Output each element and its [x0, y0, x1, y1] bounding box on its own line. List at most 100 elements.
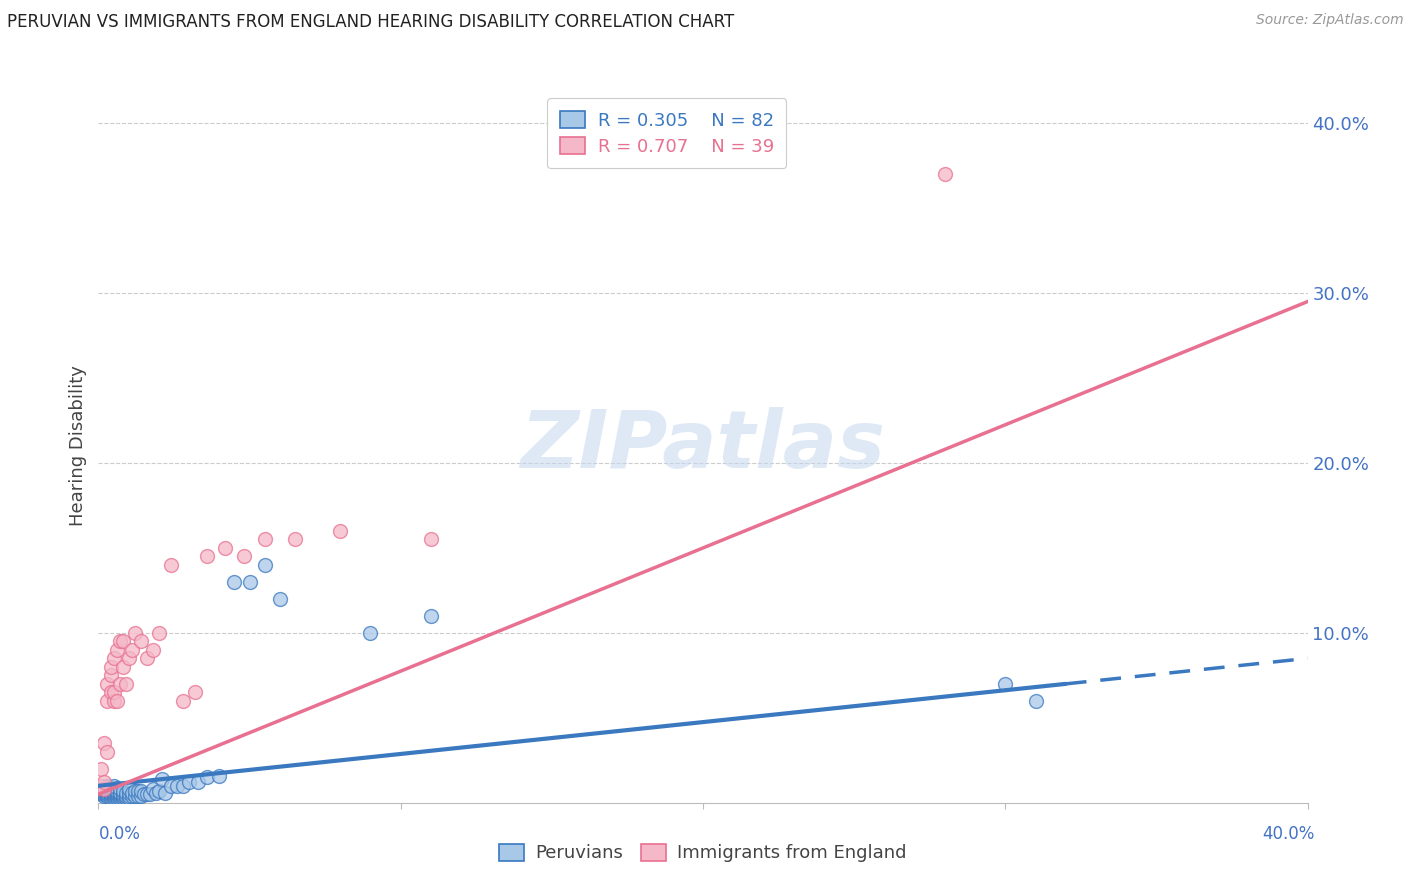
- Legend: Peruvians, Immigrants from England: Peruvians, Immigrants from England: [492, 837, 914, 870]
- Point: [100, 789, 122, 803]
- Point: [172, 694, 194, 708]
- Point: [114, 789, 136, 803]
- Point: [172, 779, 194, 793]
- Point: [100, 784, 122, 798]
- Point: [148, 626, 170, 640]
- Point: [105, 643, 128, 657]
- Point: [108, 789, 131, 803]
- Text: 0.0%: 0.0%: [98, 825, 141, 843]
- Point: [96, 787, 118, 801]
- Point: [160, 779, 183, 793]
- Point: [105, 790, 128, 805]
- Point: [90, 784, 112, 798]
- Point: [108, 787, 131, 801]
- Point: [121, 643, 143, 657]
- Point: [148, 784, 170, 798]
- Point: [232, 549, 254, 564]
- Point: [105, 780, 128, 795]
- Point: [105, 786, 128, 800]
- Point: [129, 784, 152, 798]
- Point: [114, 790, 136, 805]
- Point: [329, 524, 352, 538]
- Point: [103, 782, 125, 797]
- Point: [160, 558, 183, 572]
- Text: PERUVIAN VS IMMIGRANTS FROM ENGLAND HEARING DISABILITY CORRELATION CHART: PERUVIAN VS IMMIGRANTS FROM ENGLAND HEAR…: [7, 13, 734, 31]
- Point: [184, 685, 207, 699]
- Text: 40.0%: 40.0%: [1263, 825, 1315, 843]
- Point: [253, 558, 276, 572]
- Point: [90, 786, 112, 800]
- Legend: R = 0.305    N = 82, R = 0.707    N = 39: R = 0.305 N = 82, R = 0.707 N = 39: [547, 98, 786, 169]
- Point: [105, 694, 128, 708]
- Point: [284, 533, 307, 547]
- Point: [90, 762, 112, 776]
- Point: [118, 789, 141, 803]
- Point: [118, 651, 141, 665]
- Point: [93, 789, 115, 803]
- Point: [994, 677, 1017, 691]
- Point: [111, 787, 134, 801]
- Point: [93, 784, 115, 798]
- Point: [93, 780, 115, 795]
- Point: [142, 782, 165, 797]
- Point: [103, 651, 125, 665]
- Point: [121, 786, 143, 800]
- Point: [90, 787, 112, 801]
- Point: [153, 786, 176, 800]
- Point: [100, 660, 122, 674]
- Point: [135, 787, 157, 801]
- Point: [100, 668, 122, 682]
- Point: [269, 591, 291, 606]
- Point: [93, 736, 115, 750]
- Point: [96, 782, 118, 797]
- Point: [187, 775, 209, 789]
- Point: [111, 784, 134, 798]
- Point: [93, 786, 115, 800]
- Point: [108, 782, 131, 797]
- Point: [127, 789, 149, 803]
- Point: [100, 685, 122, 699]
- Point: [96, 784, 118, 798]
- Point: [103, 790, 125, 805]
- Text: ZIPatlas: ZIPatlas: [520, 407, 886, 485]
- Point: [142, 643, 165, 657]
- Point: [111, 789, 134, 803]
- Point: [214, 541, 236, 555]
- Point: [111, 660, 134, 674]
- Point: [103, 784, 125, 798]
- Point: [118, 782, 141, 797]
- Point: [360, 626, 382, 640]
- Point: [135, 651, 157, 665]
- Point: [208, 769, 231, 783]
- Point: [96, 694, 118, 708]
- Point: [118, 790, 141, 805]
- Point: [166, 779, 188, 793]
- Point: [96, 789, 118, 803]
- Point: [93, 787, 115, 801]
- Point: [114, 786, 136, 800]
- Point: [139, 787, 162, 801]
- Point: [96, 745, 118, 759]
- Point: [121, 789, 143, 803]
- Point: [1024, 694, 1046, 708]
- Point: [253, 533, 276, 547]
- Point: [129, 634, 152, 648]
- Point: [419, 608, 441, 623]
- Point: [111, 634, 134, 648]
- Point: [127, 784, 149, 798]
- Point: [118, 786, 141, 800]
- Point: [90, 782, 112, 797]
- Point: [108, 790, 131, 805]
- Point: [105, 789, 128, 803]
- Point: [103, 685, 125, 699]
- Point: [145, 786, 167, 800]
- Point: [195, 549, 218, 564]
- Point: [103, 789, 125, 803]
- Point: [108, 786, 131, 800]
- Point: [100, 780, 122, 795]
- Point: [100, 790, 122, 805]
- Point: [93, 775, 115, 789]
- Point: [90, 779, 112, 793]
- Point: [132, 787, 155, 801]
- Point: [124, 784, 146, 798]
